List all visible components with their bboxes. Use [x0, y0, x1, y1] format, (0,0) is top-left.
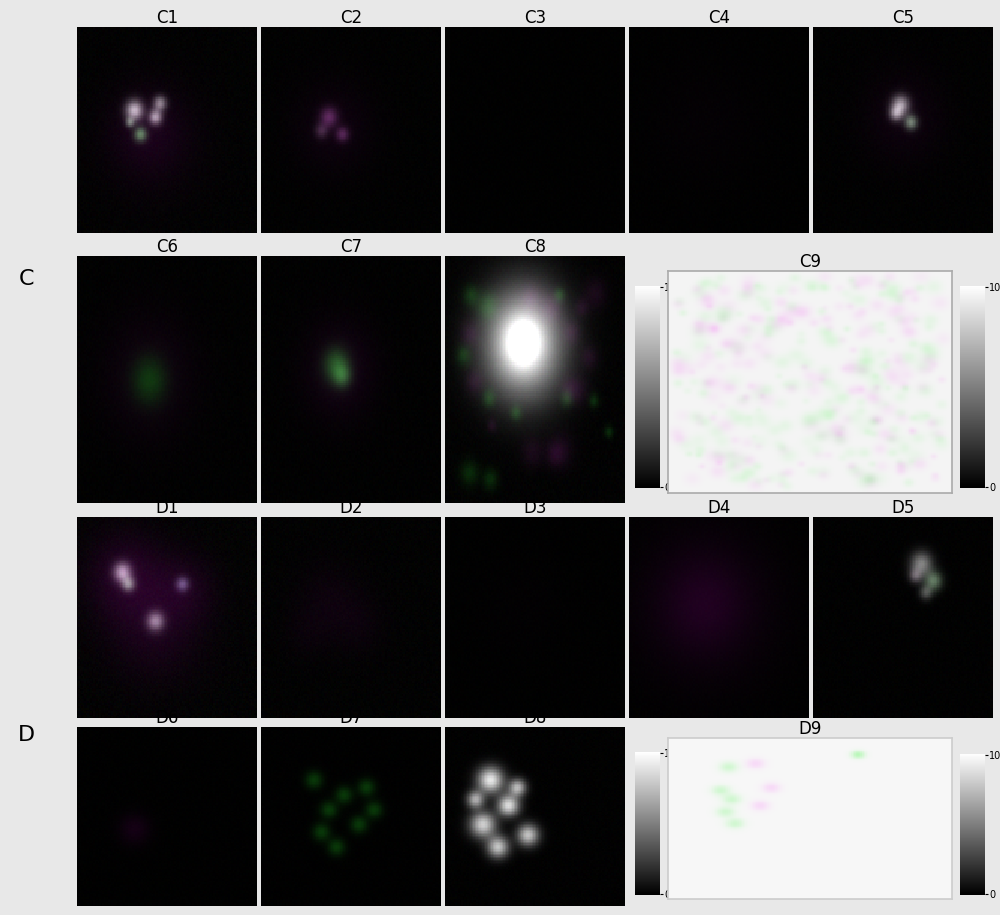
- Title: D6: D6: [155, 709, 179, 727]
- Title: D7: D7: [339, 709, 363, 727]
- Title: C3: C3: [524, 9, 546, 27]
- Title: D8: D8: [523, 709, 547, 727]
- Title: D9: D9: [798, 720, 822, 738]
- Title: C7: C7: [340, 238, 362, 256]
- Title: C6: C6: [156, 238, 178, 256]
- Text: D: D: [18, 725, 35, 745]
- Title: C5: C5: [892, 9, 914, 27]
- Title: D2: D2: [339, 499, 363, 517]
- Title: C1: C1: [156, 9, 178, 27]
- Title: D5: D5: [891, 499, 915, 517]
- Title: C4: C4: [708, 9, 730, 27]
- Title: D1: D1: [155, 499, 179, 517]
- Title: D3: D3: [523, 499, 547, 517]
- Title: C9: C9: [799, 253, 821, 271]
- Title: D4: D4: [707, 499, 731, 517]
- Text: C: C: [18, 269, 34, 288]
- Title: C8: C8: [524, 238, 546, 256]
- Title: C2: C2: [340, 9, 362, 27]
